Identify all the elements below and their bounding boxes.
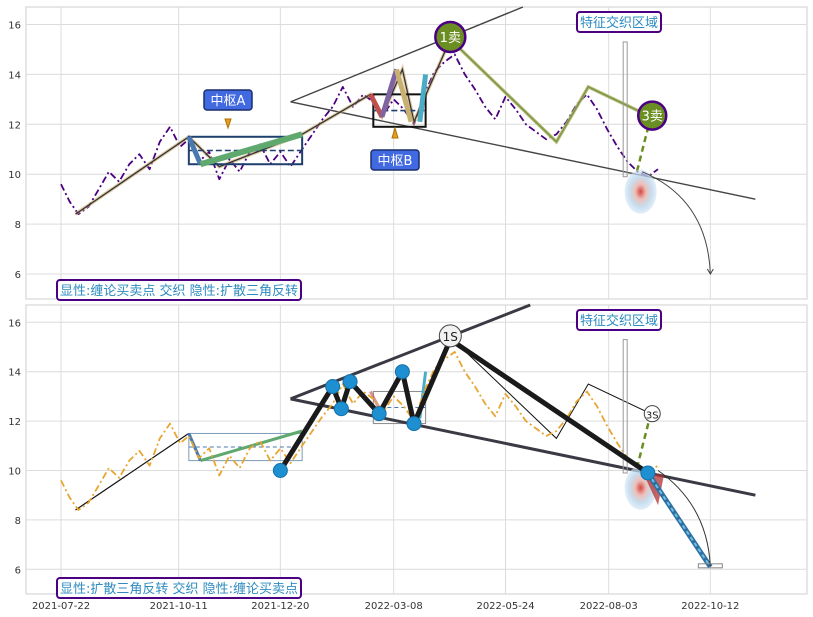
pivot-b-seg3 [394,68,414,123]
bottom-caption: 显性:扩散三角反转 交织 隐性:缠论买卖点 [56,577,302,599]
signal-3s-label-circle [643,405,661,423]
pivot-b-label-box [370,149,420,171]
signal-1s-label-circle [438,324,462,348]
bottom-projection-inner [647,472,712,568]
bottom-thin-down-leg [449,336,652,440]
signal-1sell-label: 1卖 [440,31,461,46]
signal-3sell-label: 3卖 [642,110,663,125]
bottom-pivot-a-seg2 [200,429,303,463]
signal-1s-label: 1S [443,330,458,344]
pivot-b-seg1 [368,93,385,118]
top-caption-box [56,279,302,301]
top-caption: 显性:缠论买卖点 交织 隐性:扩散三角反转 [56,279,302,301]
zigzag-point [394,364,410,380]
zigzag-point [640,465,656,481]
pivot-a-label: 中枢A [203,89,253,111]
signal-3sell-label-circle [636,100,668,131]
y-tick-label: 6 [15,565,21,576]
signal-1sell-label-circle [434,20,467,54]
top-caption-text: 显性:缠论买卖点 交织 隐性:扩散三角反转 [60,283,298,299]
y-tick-label: 10 [8,170,21,181]
top-heat-zone [624,169,657,214]
x-tick-label: 2021-12-20 [251,601,309,612]
zigzag-point [325,379,341,395]
bottom-caption-text: 显性:扩散三角反转 交织 隐性:缠论买卖点 [60,581,298,597]
bottom-thin-leg-1 [75,432,190,511]
bottom-region-label-text: 特征交织区域 [580,313,658,329]
y-tick-label: 14 [8,70,21,81]
y-tick-label: 12 [8,417,21,428]
x-tick-label: 2021-10-11 [150,601,208,612]
triangle-lower-line [290,101,756,200]
top-region-label-text: 特征交织区域 [580,15,658,31]
pivot-b-label: 中枢B [370,149,420,171]
pivot-a-seg2 [199,131,303,168]
top-region-label-box [576,11,662,33]
x-tick-label: 2022-08-03 [580,601,638,612]
y-tick-label: 16 [8,20,21,31]
pivot-b-seg2 [379,68,399,118]
y-tick-label: 8 [15,220,21,231]
zigzag-point [342,374,358,390]
x-tick-label: 2022-10-12 [681,601,739,612]
pivot-b-label-text: 中枢B [378,154,413,169]
bottom-curve [657,470,711,567]
zigzag-point [406,416,422,432]
pivot-a-seg1 [186,135,203,166]
x-tick-label: 2021-07-22 [32,601,90,612]
triangle-upper-line [290,6,524,103]
x-tick-label: 2022-05-24 [476,601,534,612]
top-curve-arrow [641,171,711,275]
y-tick-label: 8 [15,516,21,527]
y-tick-label: 12 [8,120,21,131]
top-vertical-bar [622,41,628,178]
pivot-b-arrow [391,126,399,139]
zigzag-point [272,462,288,478]
y-tick-label: 14 [8,368,21,379]
bottom-target-marker [697,563,723,569]
top-down-leg-halo [449,38,652,145]
pivot-a-label-text: 中枢A [211,94,246,109]
bottom-region-label-box [576,309,662,331]
pivot-a-arrow [224,118,232,130]
top-region-label: 特征交织区域 [576,11,662,33]
signal-3s-label: 3S [646,411,659,422]
y-tick-label: 6 [15,270,21,281]
bottom-region-label: 特征交织区域 [576,309,662,331]
y-tick-label: 16 [8,318,21,329]
top-arrow-head [706,268,714,276]
x-tick-label: 2022-03-08 [365,601,423,612]
zigzag-point [333,401,349,417]
pivot-b-seg4 [417,74,429,123]
pivot-a-label-box [203,89,253,111]
zigzag-point [371,406,387,422]
bottom-caption-box [56,577,302,599]
bottom-vertical-bar [622,339,628,474]
y-tick-label: 10 [8,466,21,477]
bottom-price-line [60,350,659,511]
bottom-triangle-lower [290,397,756,497]
